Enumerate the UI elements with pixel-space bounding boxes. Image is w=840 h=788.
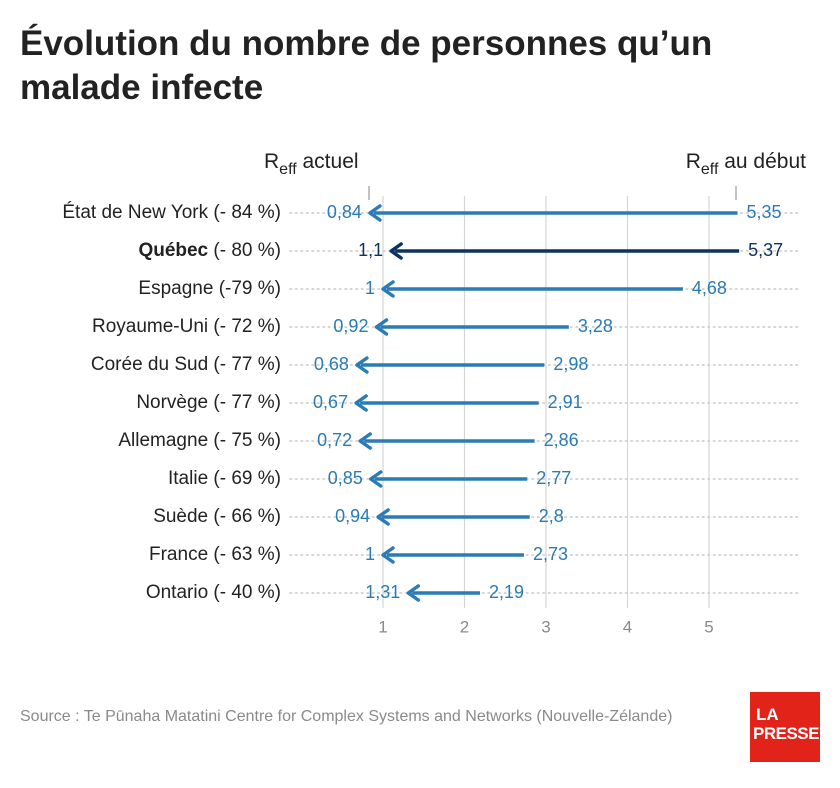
current-value-label: 0,72 — [317, 430, 352, 450]
arrow-head — [355, 356, 369, 374]
current-value-label: 1,1 — [358, 240, 383, 260]
arrow-head — [354, 394, 368, 412]
chart-area: 1 2 3 4 5 Reff actuel Reff au début État de New… — [62, 150, 806, 636]
start-value-label: 2,98 — [553, 354, 588, 374]
start-value-label: 2,91 — [548, 392, 583, 412]
arrow-head — [389, 242, 403, 260]
current-value-label: 0,94 — [335, 506, 370, 526]
header-current: Reff actuel — [264, 150, 359, 178]
x-tick-label: 3 — [541, 617, 550, 636]
start-value-label: 2,8 — [539, 506, 564, 526]
logo-line-1: LA — [756, 705, 779, 724]
source-note: Source : Te Pūnaha Matatini Centre for C… — [20, 708, 673, 725]
country-label: Québec (- 80 %) — [138, 240, 281, 261]
start-value-label: 5,37 — [748, 240, 783, 260]
current-value-label: 0,67 — [313, 392, 348, 412]
arrow-head — [374, 318, 389, 336]
country-label: État de New York (- 84 %) — [62, 202, 281, 223]
country-label: Norvège (- 77 %) — [136, 392, 281, 413]
arrow-head — [369, 470, 383, 488]
x-tick-label: 5 — [704, 617, 713, 636]
start-value-label: 2,86 — [544, 430, 579, 450]
start-value-label: 4,68 — [692, 278, 727, 298]
current-value-label: 0,68 — [314, 354, 349, 374]
current-value-label: 1 — [365, 278, 375, 298]
arrow-head — [406, 584, 421, 602]
country-label: Italie (- 69 %) — [168, 468, 281, 489]
country-label: Suède (- 66 %) — [153, 506, 281, 527]
arrow-head — [376, 508, 390, 526]
current-value-label: 1 — [365, 544, 375, 564]
current-value-label: 0,92 — [333, 316, 368, 336]
arrow-head — [368, 204, 382, 222]
header-start: Reff au début — [686, 150, 806, 178]
country-label: France (- 63 %) — [149, 544, 281, 565]
current-value-label: 1,31 — [365, 582, 400, 602]
x-tick-label: 1 — [378, 617, 387, 636]
current-value-label: 0,85 — [328, 468, 363, 488]
chart-title: Évolution du nombre de personnes qu’un m… — [20, 24, 713, 107]
country-label: Espagne (-79 %) — [138, 278, 281, 299]
start-value-label: 2,19 — [489, 582, 524, 602]
current-value-label: 0,84 — [327, 202, 362, 222]
country-label: Royaume-Uni (- 72 %) — [92, 316, 281, 337]
arrow-head — [381, 546, 395, 564]
start-value-label: 3,28 — [578, 316, 613, 336]
start-value-label: 2,73 — [533, 544, 568, 564]
la-presse-logo: LA PRESSE — [750, 692, 820, 762]
start-value-label: 2,77 — [536, 468, 571, 488]
x-tick-label: 4 — [623, 617, 632, 636]
country-label: Ontario (- 40 %) — [146, 582, 281, 603]
x-tick-label: 2 — [460, 617, 469, 636]
arrow-head — [358, 432, 372, 450]
start-value-label: 5,35 — [747, 202, 782, 222]
logo-line-2: PRESSE — [753, 724, 819, 743]
arrow-head — [381, 280, 395, 298]
country-label: Corée du Sud (- 77 %) — [91, 354, 281, 375]
country-label: Allemagne (- 75 %) — [118, 430, 281, 451]
